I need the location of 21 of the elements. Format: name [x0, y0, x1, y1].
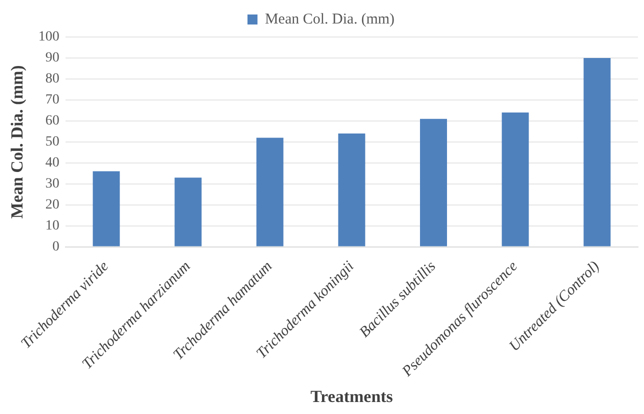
y-tick-label: 80 — [45, 72, 60, 87]
y-tick-label: 0 — [52, 239, 60, 254]
y-tick-label: 90 — [45, 50, 60, 66]
bar — [256, 138, 284, 246]
y-tick-label: 60 — [45, 114, 60, 129]
bar — [174, 178, 202, 246]
y-tick-label: 40 — [45, 156, 60, 171]
bar — [338, 134, 366, 246]
y-tick-label: 20 — [45, 198, 60, 213]
legend-label: Mean Col. Dia. (mm) — [264, 11, 395, 28]
x-axis-title: Treatments — [310, 387, 394, 406]
bar — [92, 171, 120, 246]
y-axis-title: Mean Col. Dia. (mm) — [8, 65, 27, 219]
bar — [502, 112, 529, 246]
y-tick-label: 10 — [45, 218, 60, 234]
bar — [420, 118, 447, 246]
y-tick-label: 30 — [45, 176, 60, 192]
y-tick-label: 100 — [38, 30, 60, 45]
bar — [584, 58, 611, 246]
y-tick-label: 70 — [45, 92, 60, 108]
y-tick-label: 50 — [45, 134, 60, 150]
